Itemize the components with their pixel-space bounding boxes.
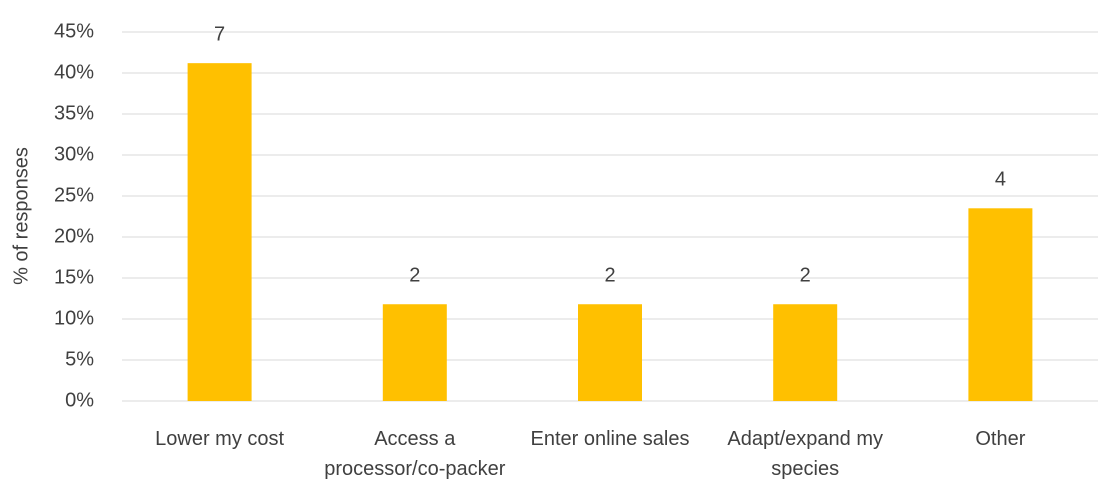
x-tick-label: Access a processor/co-packer bbox=[324, 428, 506, 480]
y-tick-label: 15% bbox=[54, 266, 94, 288]
x-tick-label: Adapt/expand my species bbox=[727, 428, 883, 480]
bar bbox=[187, 63, 252, 401]
x-tick-label: Other bbox=[975, 428, 1025, 450]
bar bbox=[578, 304, 642, 401]
y-tick-label: 0% bbox=[65, 389, 94, 411]
count-label: 4 bbox=[995, 169, 1006, 191]
bar bbox=[968, 208, 1033, 401]
y-tick-label: 30% bbox=[54, 143, 94, 165]
y-tick-label: 20% bbox=[54, 225, 94, 247]
count-label: 2 bbox=[800, 265, 811, 287]
bar bbox=[382, 304, 447, 401]
y-axis-title: % of responses bbox=[10, 147, 32, 285]
y-tick-label: 35% bbox=[54, 102, 94, 124]
x-tick-label: Enter online sales bbox=[531, 428, 690, 450]
count-label: 2 bbox=[409, 265, 420, 287]
y-tick-label: 10% bbox=[54, 307, 94, 329]
count-label: 2 bbox=[604, 265, 615, 287]
count-label: 7 bbox=[214, 23, 225, 45]
y-tick-label: 40% bbox=[54, 61, 94, 83]
x-tick-label: Lower my cost bbox=[155, 428, 284, 450]
y-tick-label: 5% bbox=[65, 348, 94, 370]
y-tick-label: 25% bbox=[54, 184, 94, 206]
bar bbox=[773, 304, 838, 401]
y-tick-label: 45% bbox=[54, 20, 94, 42]
